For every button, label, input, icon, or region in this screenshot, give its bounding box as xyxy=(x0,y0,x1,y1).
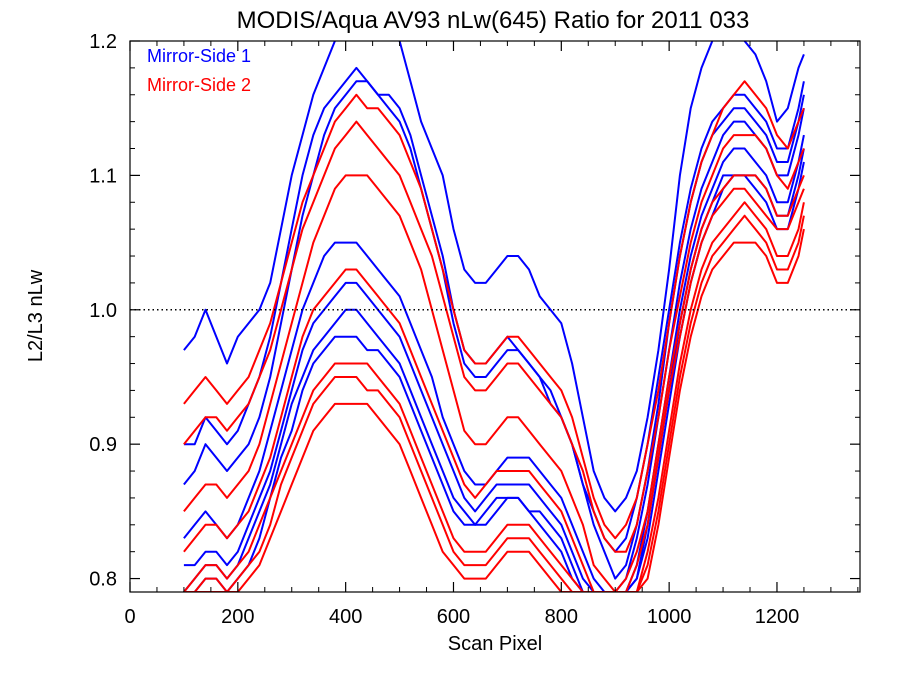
series-line-14 xyxy=(183,228,805,592)
x-tick-label: 400 xyxy=(329,606,362,628)
y-tick-label: 0.9 xyxy=(89,434,117,456)
chart-title: MODIS/Aqua AV93 nLw(645) Ratio for 2011 … xyxy=(237,7,750,34)
series-line-12 xyxy=(183,201,805,592)
legend-entry-mirror-side-1: Mirror-Side 1 xyxy=(147,46,251,66)
x-tick-label: 1000 xyxy=(647,606,692,628)
series-line-5 xyxy=(183,134,805,592)
x-tick-label: 800 xyxy=(545,606,578,628)
series-line-10 xyxy=(183,174,805,592)
y-tick-label: 1.1 xyxy=(89,165,117,187)
y-tick-label: 1.0 xyxy=(89,300,117,322)
legend: Mirror-Side 1 Mirror-Side 2 xyxy=(147,46,251,95)
series-line-2 xyxy=(183,80,805,553)
y-tick-label: 1.2 xyxy=(89,31,117,53)
series-line-1 xyxy=(183,41,805,513)
x-tick-label: 200 xyxy=(221,606,254,628)
series-line-6 xyxy=(183,148,805,592)
legend-entry-mirror-side-2: Mirror-Side 2 xyxy=(147,75,251,95)
x-axis-label: Scan Pixel xyxy=(448,633,543,655)
series-line-11 xyxy=(183,187,805,592)
x-tick-label: 600 xyxy=(437,606,470,628)
series-line-8 xyxy=(183,80,805,540)
y-tick-label: 0.8 xyxy=(89,569,117,591)
series-line-9 xyxy=(183,120,805,553)
series-layer xyxy=(183,41,805,592)
y-axis-label: L2/L3 nLw xyxy=(25,269,47,362)
plot-frame xyxy=(129,40,861,593)
series-line-13 xyxy=(183,214,805,592)
x-tick-label: 0 xyxy=(124,606,135,628)
tick-layer: 0 200 400 600 800 1000 1200 0.8 0.9 1.0 1.1 1.2 xyxy=(89,31,860,628)
x-tick-label: 1200 xyxy=(755,606,800,628)
